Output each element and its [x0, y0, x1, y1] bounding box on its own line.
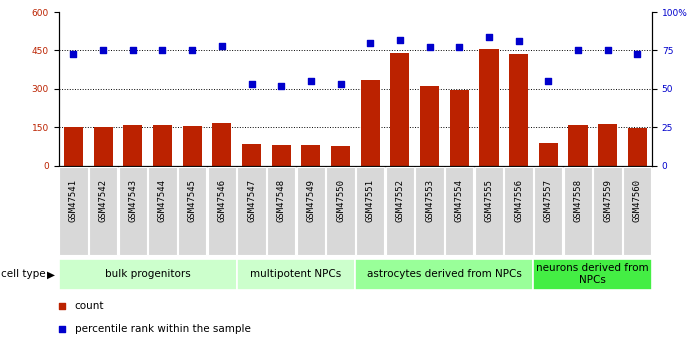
FancyBboxPatch shape: [564, 167, 592, 255]
FancyBboxPatch shape: [119, 167, 147, 255]
FancyBboxPatch shape: [89, 167, 117, 255]
FancyBboxPatch shape: [59, 259, 237, 290]
Point: [513, 39, 524, 44]
Bar: [153, 126, 172, 166]
FancyBboxPatch shape: [534, 167, 562, 255]
Point: [217, 43, 228, 49]
Bar: [183, 126, 201, 166]
FancyBboxPatch shape: [445, 167, 473, 255]
Bar: [331, 146, 350, 166]
FancyBboxPatch shape: [237, 259, 355, 290]
Point: [602, 48, 613, 53]
Text: GSM47546: GSM47546: [217, 179, 226, 222]
Point: [365, 40, 376, 46]
Point: [573, 48, 584, 53]
FancyBboxPatch shape: [355, 259, 533, 290]
Text: GSM47542: GSM47542: [99, 179, 108, 222]
Point: [306, 78, 317, 84]
FancyBboxPatch shape: [415, 167, 444, 255]
Bar: [450, 90, 469, 166]
Text: neurons derived from
NPCs: neurons derived from NPCs: [536, 264, 649, 285]
FancyBboxPatch shape: [356, 167, 384, 255]
Point: [98, 48, 109, 53]
FancyBboxPatch shape: [297, 167, 325, 255]
Text: cell type: cell type: [1, 269, 46, 279]
Text: GSM47547: GSM47547: [247, 179, 256, 222]
FancyBboxPatch shape: [148, 167, 177, 255]
Text: GSM47556: GSM47556: [514, 179, 523, 222]
Text: GSM47551: GSM47551: [366, 179, 375, 222]
Point: [264, 213, 275, 218]
Point: [454, 45, 465, 50]
Text: multipotent NPCs: multipotent NPCs: [250, 269, 342, 279]
Point: [483, 34, 494, 39]
Point: [157, 48, 168, 53]
Text: bulk progenitors: bulk progenitors: [105, 269, 190, 279]
FancyBboxPatch shape: [593, 167, 622, 255]
Bar: [569, 125, 587, 166]
FancyBboxPatch shape: [475, 167, 503, 255]
FancyBboxPatch shape: [326, 167, 355, 255]
FancyBboxPatch shape: [504, 167, 533, 255]
Bar: [302, 145, 320, 166]
Text: GSM47548: GSM47548: [277, 179, 286, 222]
Text: GSM47549: GSM47549: [306, 179, 315, 222]
FancyBboxPatch shape: [267, 167, 295, 255]
Bar: [391, 53, 409, 166]
Text: GSM47560: GSM47560: [633, 179, 642, 222]
Text: GSM47557: GSM47557: [544, 179, 553, 222]
Bar: [509, 54, 528, 166]
Text: count: count: [75, 301, 104, 311]
Point: [186, 48, 198, 53]
Point: [264, 9, 275, 14]
Text: GSM47555: GSM47555: [484, 179, 493, 222]
Bar: [64, 127, 83, 166]
Text: GSM47554: GSM47554: [455, 179, 464, 222]
Point: [395, 37, 406, 42]
Text: GSM47552: GSM47552: [395, 179, 404, 222]
Bar: [124, 126, 142, 166]
Point: [246, 81, 257, 87]
Text: GSM47559: GSM47559: [603, 179, 612, 222]
Text: astrocytes derived from NPCs: astrocytes derived from NPCs: [367, 269, 522, 279]
FancyBboxPatch shape: [386, 167, 414, 255]
Bar: [213, 122, 231, 166]
Bar: [539, 143, 558, 166]
Point: [128, 48, 139, 53]
FancyBboxPatch shape: [623, 167, 651, 255]
FancyBboxPatch shape: [237, 167, 266, 255]
FancyBboxPatch shape: [533, 259, 652, 290]
Point: [276, 83, 287, 89]
Text: GSM47543: GSM47543: [128, 179, 137, 222]
Point: [68, 51, 79, 56]
Bar: [242, 144, 261, 166]
Bar: [361, 80, 380, 166]
Text: GSM47550: GSM47550: [336, 179, 345, 222]
Point: [335, 81, 346, 87]
Point: [632, 51, 643, 56]
Bar: [420, 86, 439, 166]
Bar: [272, 145, 290, 166]
Bar: [628, 128, 647, 166]
Bar: [94, 127, 112, 166]
Text: GSM47541: GSM47541: [69, 179, 78, 222]
Point: [543, 78, 554, 84]
Text: ▶: ▶: [47, 269, 55, 279]
Text: GSM47545: GSM47545: [188, 179, 197, 222]
FancyBboxPatch shape: [208, 167, 236, 255]
FancyBboxPatch shape: [178, 167, 206, 255]
Text: GSM47544: GSM47544: [158, 179, 167, 222]
Bar: [598, 124, 617, 166]
FancyBboxPatch shape: [59, 167, 88, 255]
Point: [424, 45, 435, 50]
Text: GSM47558: GSM47558: [573, 179, 582, 222]
Text: GSM47553: GSM47553: [425, 179, 434, 222]
Bar: [480, 49, 498, 166]
Text: percentile rank within the sample: percentile rank within the sample: [75, 324, 250, 334]
